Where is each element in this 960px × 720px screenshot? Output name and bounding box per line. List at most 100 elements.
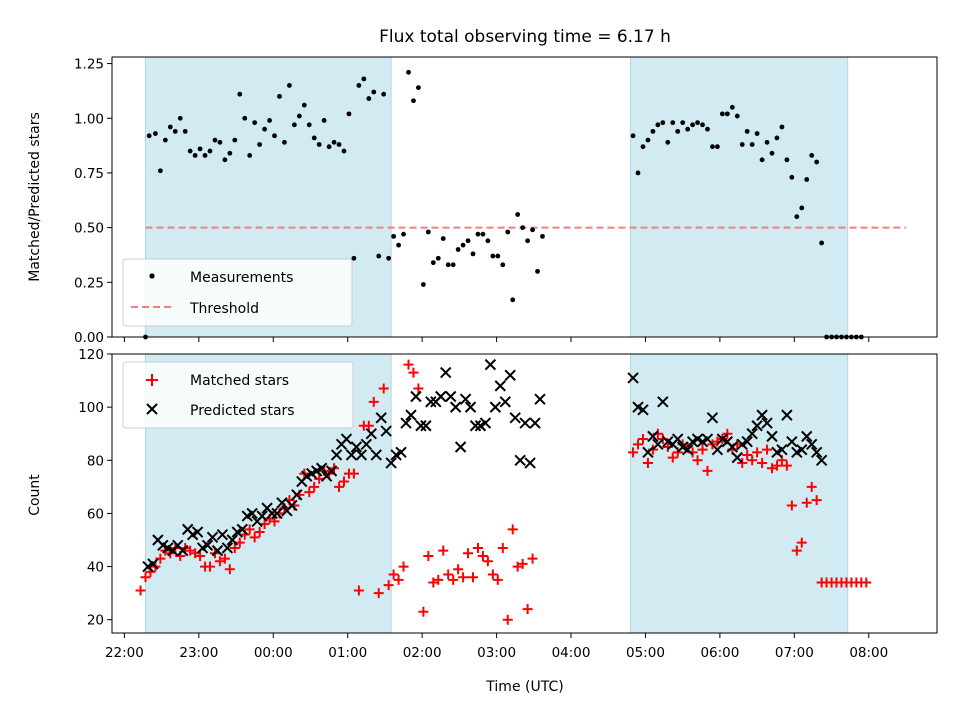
data-point: [455, 247, 461, 252]
data-point: [719, 111, 725, 117]
data-point: [468, 572, 479, 583]
data-point: [744, 128, 750, 134]
data-point: [177, 544, 189, 557]
data-point: [226, 534, 239, 546]
data-point: [410, 390, 422, 403]
data-point: [257, 142, 263, 147]
data-point: [633, 439, 644, 450]
data-point: [747, 455, 758, 466]
data-point: [796, 537, 807, 548]
data-point: [187, 148, 193, 154]
data-point: [415, 420, 427, 432]
data-point: [781, 460, 792, 471]
data-point: [507, 524, 518, 535]
data-point: [697, 444, 708, 455]
data-point: [794, 214, 800, 220]
data-point: [449, 401, 462, 413]
data-point: [789, 174, 795, 180]
legend-label-predicted: Predicted stars: [190, 403, 295, 419]
legend-label-matched: Matched stars: [190, 373, 289, 389]
data-point: [756, 409, 768, 421]
data-point: [217, 139, 223, 145]
data-point: [517, 558, 528, 569]
y-tick-label: 0.25: [74, 275, 104, 291]
data-point: [340, 433, 353, 445]
data-point: [514, 454, 526, 466]
data-point: [336, 142, 342, 147]
data-point: [469, 420, 482, 432]
data-point: [315, 462, 328, 474]
data-point: [383, 580, 394, 591]
x-tick-label: 01:00: [328, 645, 367, 661]
data-point: [227, 150, 233, 156]
data-point: [524, 457, 536, 469]
data-point: [647, 430, 659, 443]
data-point: [276, 497, 288, 509]
plot-frame: [111, 353, 938, 634]
data-point: [752, 447, 763, 458]
bottom-y-axis-label: Count: [27, 474, 43, 516]
data-point: [487, 569, 498, 580]
data-point: [766, 430, 778, 443]
data-point: [527, 553, 538, 564]
data-point: [509, 412, 521, 424]
data-point: [500, 262, 506, 268]
data-point: [304, 487, 315, 498]
data-point: [197, 146, 203, 152]
x-tick-label: 03:00: [477, 645, 516, 661]
data-point: [242, 115, 248, 121]
data-point: [236, 523, 248, 536]
data-point: [519, 417, 531, 429]
data-point: [762, 444, 773, 455]
top-legend: Measurements Threshold: [122, 258, 353, 327]
legend-label-threshold: Threshold: [189, 301, 259, 317]
data-point: [380, 425, 392, 437]
data-point: [495, 253, 501, 259]
legend-label-measurements: Measurements: [190, 270, 293, 286]
data-point: [370, 449, 382, 461]
data-point: [861, 577, 872, 588]
data-point: [482, 556, 493, 567]
data-point: [286, 499, 298, 512]
data-point: [769, 150, 775, 156]
x-tick-label: 08:00: [849, 645, 888, 661]
y-tick-label: 0.50: [74, 221, 104, 237]
data-point: [628, 447, 639, 458]
data-point: [391, 233, 397, 239]
data-point: [454, 441, 467, 453]
y-tick-label: 120: [78, 347, 104, 363]
data-point: [645, 137, 651, 143]
data-point: [627, 372, 639, 384]
data-point: [667, 452, 678, 463]
data-point: [177, 115, 183, 121]
data-point: [776, 443, 788, 456]
data-point: [814, 159, 820, 165]
data-point: [489, 401, 502, 413]
data-point: [534, 393, 546, 405]
x-tick-label: 06:00: [700, 645, 739, 661]
data-point: [234, 537, 245, 548]
data-point: [438, 545, 449, 556]
data-point: [761, 417, 773, 429]
data-point: [244, 524, 255, 535]
x-tick-label: 04:00: [552, 645, 591, 661]
data-point: [249, 532, 260, 543]
data-point: [680, 120, 686, 126]
data-point: [522, 604, 533, 615]
data-point: [296, 113, 302, 119]
data-point: [510, 297, 516, 303]
chart-title: Flux total observing time = 6.17 h: [379, 27, 671, 47]
top-y-axis-label: Matched/Predicted stars: [27, 112, 43, 282]
data-point: [207, 148, 213, 154]
data-point: [201, 539, 214, 552]
data-point: [726, 441, 739, 453]
data-point: [254, 527, 265, 538]
data-point: [365, 428, 377, 440]
data-point: [321, 118, 327, 123]
data-point: [435, 390, 447, 403]
data-point: [182, 128, 188, 134]
data-point: [252, 120, 258, 126]
data-point: [702, 465, 713, 476]
data-point: [642, 446, 654, 459]
x-axis-label: Time (UTC): [485, 679, 563, 695]
